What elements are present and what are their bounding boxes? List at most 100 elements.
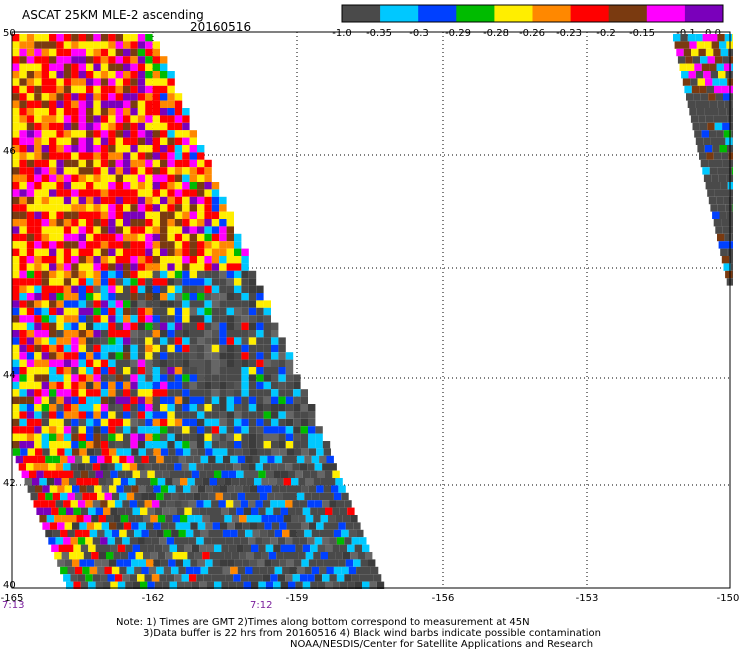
swath-cell: [130, 211, 138, 219]
swath-cell: [717, 34, 725, 42]
swath-cell: [41, 56, 49, 64]
swath-cell: [219, 418, 227, 427]
swath-cell: [41, 322, 49, 330]
swath-cell: [144, 463, 152, 471]
swath-cell: [56, 93, 64, 101]
swath-cell: [257, 448, 265, 456]
swath-cell: [271, 374, 279, 382]
swath-cell: [211, 537, 219, 545]
swath-cell: [211, 418, 220, 427]
swath-cell: [49, 167, 57, 175]
swath-cell: [58, 507, 66, 515]
swath-cell: [56, 285, 64, 293]
swath-cell: [234, 559, 243, 567]
swath-cell: [49, 174, 57, 182]
swath-cell: [103, 507, 111, 515]
swath-cell: [34, 300, 42, 308]
swath-cell: [123, 337, 131, 345]
swath-cell: [356, 566, 364, 575]
swath-cell: [69, 552, 77, 560]
swath-cell: [700, 93, 709, 101]
swath-cell: [248, 278, 257, 286]
swath-left: [12, 34, 385, 589]
swath-cell: [299, 574, 308, 582]
swath-cell: [204, 396, 212, 404]
swath-cell: [204, 196, 212, 205]
swath-cell: [34, 41, 42, 49]
swath-cell: [234, 374, 242, 382]
swath-cell: [285, 389, 294, 397]
swath-cell: [100, 426, 109, 434]
swath-cell: [204, 381, 212, 390]
swath-cell: [194, 515, 203, 523]
swath-cell: [151, 463, 160, 471]
swath-cell: [325, 507, 333, 515]
swath-cell: [123, 315, 131, 323]
swath-cell: [113, 515, 121, 523]
swath-cell: [339, 544, 348, 552]
swath-cell: [93, 41, 101, 49]
swath-cell: [363, 566, 371, 575]
swath-cell: [357, 552, 365, 560]
lat-label-46: 46: [3, 146, 16, 157]
swath-cell: [185, 455, 194, 464]
swath-cell: [93, 174, 101, 182]
swath-cell: [159, 537, 167, 545]
swath-cell: [34, 330, 42, 338]
swath-cell: [160, 270, 168, 279]
swath-cell: [204, 233, 212, 242]
swath-cell: [19, 204, 27, 212]
swath-cell: [130, 307, 138, 316]
swath-cell: [63, 404, 72, 412]
swath-cell: [123, 256, 131, 264]
swath-cell: [63, 330, 72, 338]
swath-cell: [236, 470, 244, 478]
swath-cell: [292, 574, 300, 582]
swath-cell: [41, 270, 49, 279]
swath-cell: [280, 544, 288, 552]
swath-cell: [234, 418, 242, 427]
swath-cell: [130, 270, 138, 279]
swath-cell: [231, 552, 240, 560]
swath-cell: [12, 196, 20, 205]
swath-cell: [106, 552, 114, 560]
swath-right: [673, 34, 740, 286]
swath-cell: [226, 396, 234, 404]
swath-cell: [152, 152, 160, 160]
swath-cell: [12, 56, 20, 64]
swath-cell: [722, 189, 730, 197]
swath-cell: [189, 381, 197, 390]
swath-cell: [189, 374, 197, 382]
swath-cell: [167, 367, 175, 375]
swath-cell: [83, 515, 92, 523]
swath-cell: [49, 389, 57, 397]
swath-cell: [137, 300, 146, 308]
swath-cell: [12, 71, 20, 79]
swath-cell: [152, 85, 160, 94]
swath-cell: [174, 404, 183, 412]
swath-cell: [152, 226, 160, 234]
swath-cell: [93, 337, 101, 345]
swath-cell: [174, 307, 183, 316]
swath-cell: [189, 307, 197, 316]
swath-cell: [115, 233, 123, 242]
swath-cell: [174, 152, 183, 160]
swath-cell: [80, 581, 89, 589]
swath-cell: [123, 411, 131, 419]
swath-cell: [189, 441, 197, 449]
swath-cell: [78, 307, 86, 316]
swath-cell: [123, 374, 131, 382]
swath-cell: [123, 41, 131, 49]
swath-cell: [152, 418, 160, 427]
swath-cell: [248, 463, 256, 471]
swath-cell: [338, 522, 346, 530]
swath-cell: [308, 418, 316, 427]
swath-cell: [278, 411, 286, 419]
swath-cell: [49, 278, 57, 286]
swath-cell: [85, 537, 93, 545]
swath-cell: [26, 344, 35, 353]
swath-cell: [265, 581, 274, 589]
swath-cell: [49, 426, 57, 434]
swath-cell: [12, 145, 20, 153]
swath-cell: [26, 374, 35, 382]
